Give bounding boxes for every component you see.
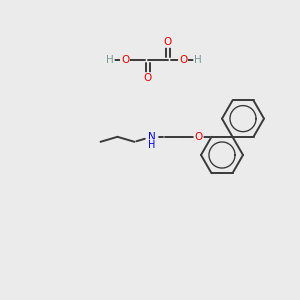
Text: O: O: [194, 132, 202, 142]
Text: O: O: [179, 55, 187, 65]
Text: O: O: [144, 73, 152, 83]
Text: O: O: [121, 55, 129, 65]
Text: O: O: [164, 37, 172, 47]
Text: H: H: [194, 55, 202, 65]
Text: N: N: [148, 132, 155, 142]
Text: H: H: [148, 140, 155, 150]
Text: H: H: [106, 55, 114, 65]
